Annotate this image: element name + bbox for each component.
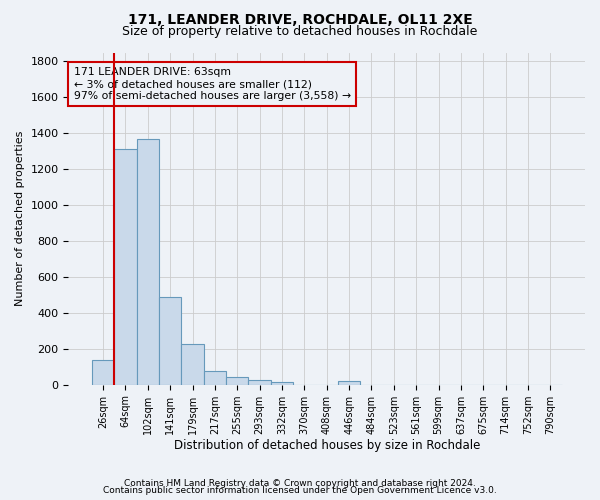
Bar: [137, 138, 159, 384]
Text: Size of property relative to detached houses in Rochdale: Size of property relative to detached ho…: [122, 25, 478, 38]
Text: Contains HM Land Registry data © Crown copyright and database right 2024.: Contains HM Land Registry data © Crown c…: [124, 478, 476, 488]
Bar: [181, 344, 204, 385]
Bar: [159, 296, 181, 384]
Bar: [248, 380, 271, 384]
Text: 171, LEANDER DRIVE, ROCHDALE, OL11 2XE: 171, LEANDER DRIVE, ROCHDALE, OL11 2XE: [128, 12, 472, 26]
Y-axis label: Number of detached properties: Number of detached properties: [15, 131, 25, 306]
Text: 171 LEANDER DRIVE: 63sqm
← 3% of detached houses are smaller (112)
97% of semi-d: 171 LEANDER DRIVE: 63sqm ← 3% of detache…: [74, 68, 350, 100]
Text: Contains public sector information licensed under the Open Government Licence v3: Contains public sector information licen…: [103, 486, 497, 495]
Bar: [92, 360, 114, 384]
X-axis label: Distribution of detached houses by size in Rochdale: Distribution of detached houses by size …: [173, 440, 480, 452]
Bar: [114, 150, 137, 384]
Bar: [226, 377, 248, 384]
Bar: [338, 381, 360, 384]
Bar: [271, 382, 293, 384]
Bar: [204, 372, 226, 384]
